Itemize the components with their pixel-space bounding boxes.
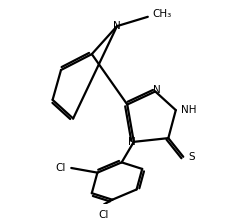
- Text: Cl: Cl: [99, 210, 109, 219]
- Text: S: S: [189, 152, 195, 162]
- Text: NH: NH: [181, 105, 197, 115]
- Text: N: N: [153, 85, 161, 95]
- Text: N: N: [128, 137, 136, 147]
- Text: Cl: Cl: [55, 163, 66, 173]
- Text: CH₃: CH₃: [153, 9, 172, 19]
- Text: N: N: [113, 21, 121, 31]
